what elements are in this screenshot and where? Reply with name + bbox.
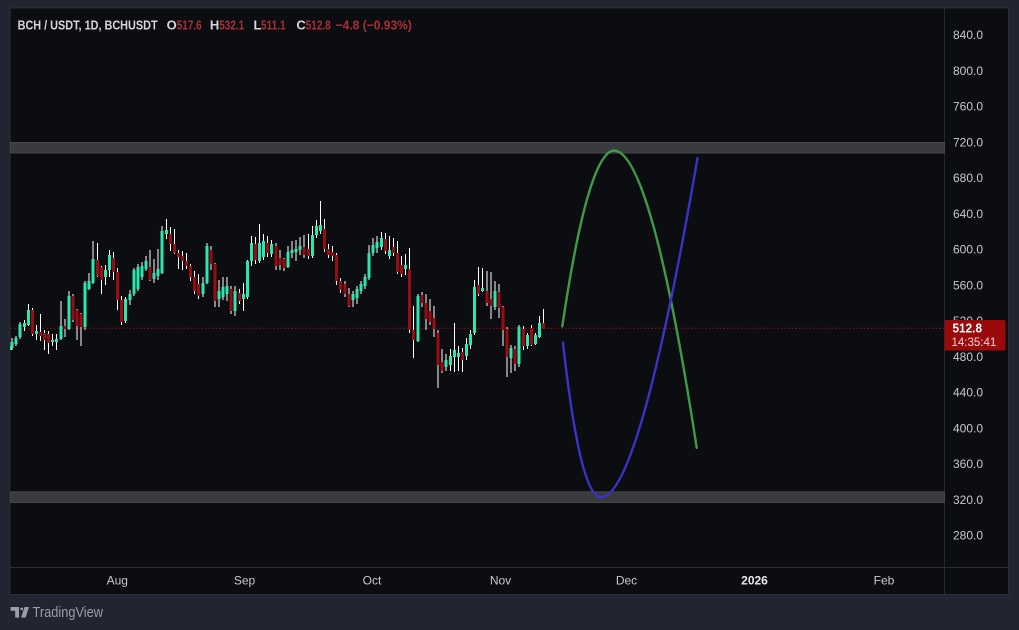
svg-text:720.0: 720.0 (953, 135, 983, 149)
svg-text:2026: 2026 (741, 574, 768, 588)
svg-text:600.0: 600.0 (953, 243, 983, 257)
svg-text:560.0: 560.0 (953, 278, 983, 292)
svg-text:840.0: 840.0 (953, 28, 983, 42)
svg-text:680.0: 680.0 (953, 171, 983, 185)
svg-text:TradingView: TradingView (33, 604, 104, 621)
svg-text:14:35:41: 14:35:41 (952, 337, 997, 349)
svg-text:320.0: 320.0 (953, 493, 983, 507)
svg-text:Oct: Oct (363, 574, 382, 588)
svg-text:Nov: Nov (490, 574, 511, 588)
svg-text:Sep: Sep (234, 574, 256, 588)
svg-text:480.0: 480.0 (953, 350, 983, 364)
svg-text:800.0: 800.0 (953, 64, 983, 78)
svg-text:280.0: 280.0 (953, 529, 983, 543)
svg-text:Feb: Feb (874, 574, 895, 588)
svg-text:Dec: Dec (616, 574, 637, 588)
svg-text:512.8: 512.8 (953, 321, 983, 335)
svg-text:440.0: 440.0 (953, 386, 983, 400)
svg-text:Aug: Aug (107, 574, 128, 588)
svg-text:760.0: 760.0 (953, 100, 983, 114)
svg-text:360.0: 360.0 (953, 457, 983, 471)
svg-text:640.0: 640.0 (953, 207, 983, 221)
svg-text:400.0: 400.0 (953, 421, 983, 435)
